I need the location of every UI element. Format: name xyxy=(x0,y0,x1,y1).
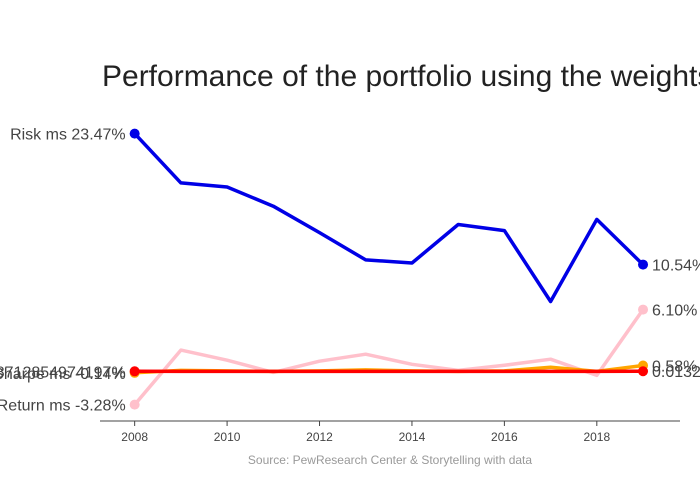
x-tick-label: 2014 xyxy=(399,430,426,444)
series-end-label: 6.10% xyxy=(652,303,697,320)
series-end-point xyxy=(638,259,649,270)
series-start-label: Return ms -3.28% xyxy=(0,398,126,415)
source-note: Source: PewResearch Center & Storytellin… xyxy=(248,453,532,467)
series-start-label: Risk ms 23.47% xyxy=(10,127,126,144)
x-tick-label: 2012 xyxy=(306,430,333,444)
chart-title: Performance of the portfolio using the w… xyxy=(102,60,700,93)
series-end-label: 10.54% xyxy=(652,258,700,275)
series-start-label: 0.008712854974197% xyxy=(0,364,126,381)
series-layer xyxy=(129,128,649,410)
series-start-point xyxy=(129,399,140,410)
series-end-label: 0.58% xyxy=(652,358,697,375)
series-end-point xyxy=(638,304,649,315)
series-start-point xyxy=(129,128,140,139)
series-end-label: 0.0132 xyxy=(652,364,700,381)
x-axis: 2008 2010 2012 2014 2016 2018 xyxy=(100,420,680,444)
label-layer: Risk ms 23.47% 10.54% Return ms -3.28% 6.10… xyxy=(0,127,700,415)
x-tick-label: 2010 xyxy=(214,430,241,444)
series-line xyxy=(132,307,645,407)
series-line xyxy=(132,131,645,304)
x-tick-label: 2016 xyxy=(491,430,518,444)
x-tick-label: 2008 xyxy=(121,430,148,444)
series-start-label: Sharpe ms -0.14% xyxy=(0,366,126,383)
series-end-point xyxy=(638,366,649,377)
series-start-point xyxy=(129,366,140,377)
x-tick-label: 2018 xyxy=(583,430,610,444)
